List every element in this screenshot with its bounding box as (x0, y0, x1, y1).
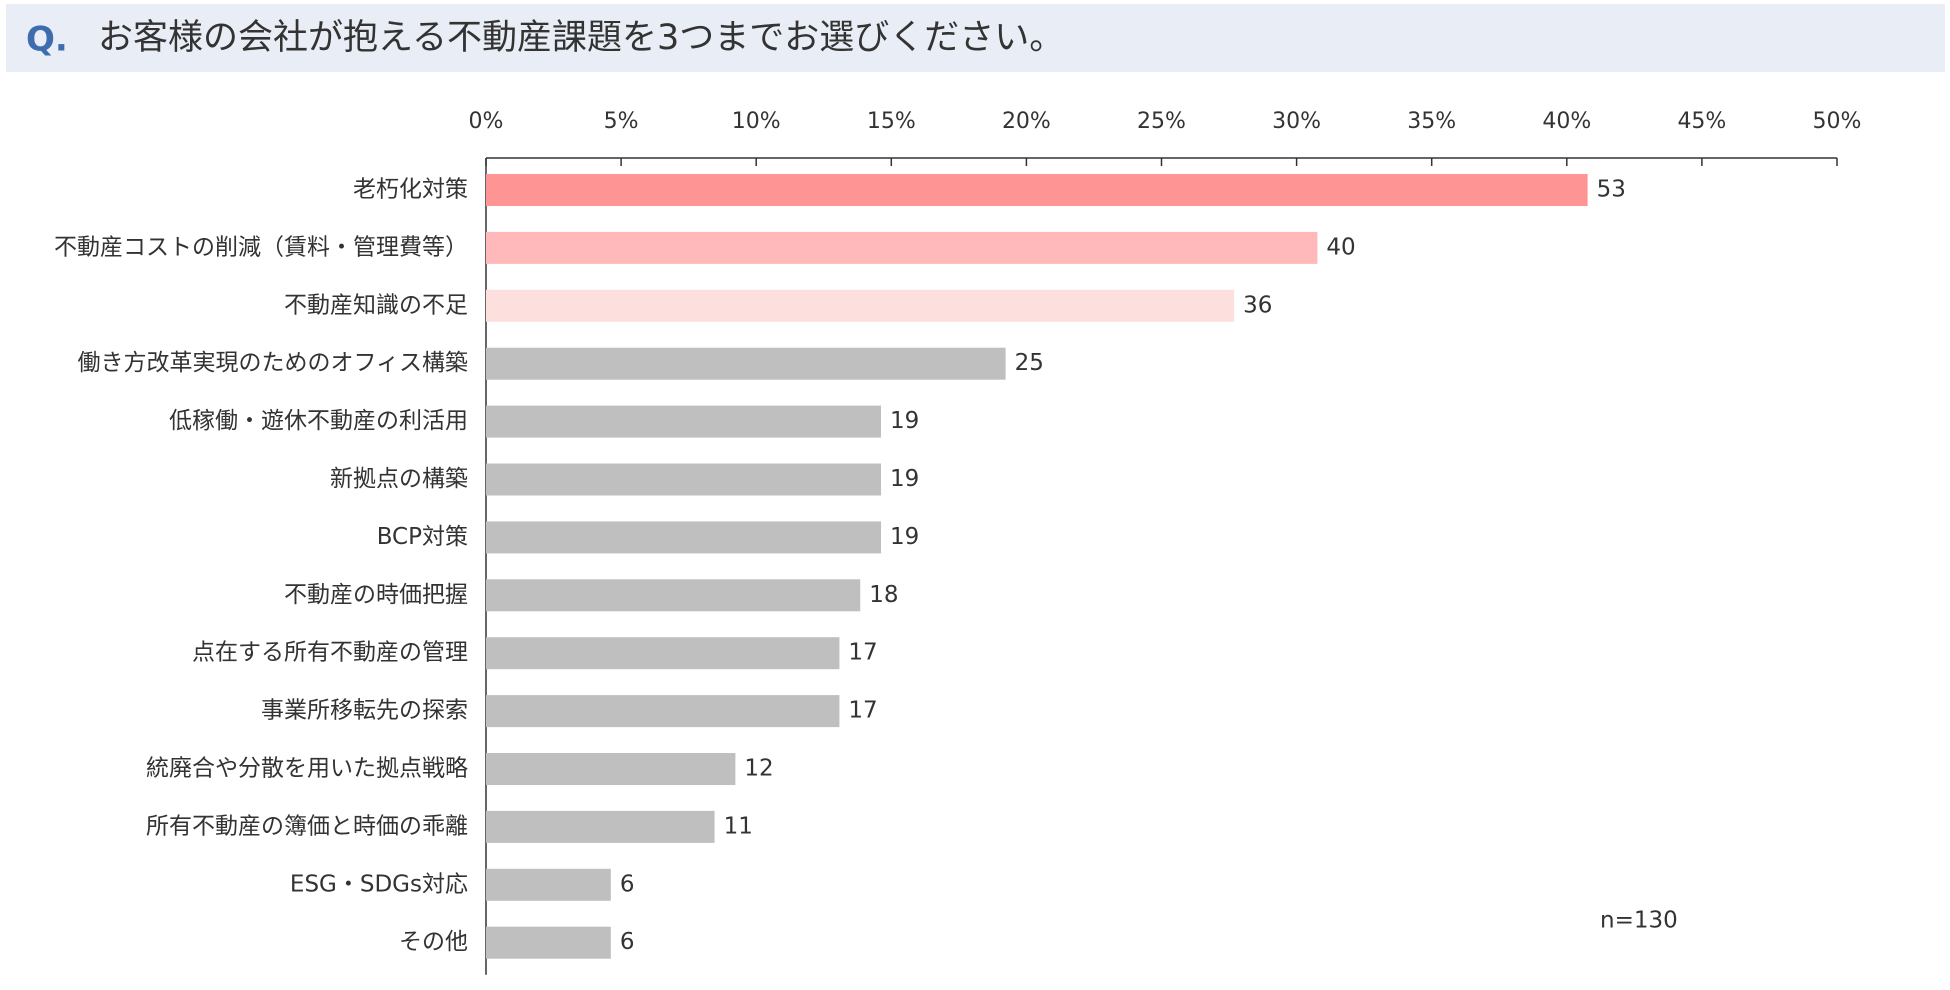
category-label: 所有不動産の簿価と時価の乖離 (146, 813, 468, 839)
category-label: 新拠点の構築 (330, 466, 468, 492)
bar (486, 637, 840, 670)
value-label: 12 (744, 756, 773, 782)
category-label: 低稼働・遊休不動産の利活用 (169, 408, 468, 434)
x-tick-label: 10% (732, 109, 781, 134)
category-label: 事業所移転先の探索 (261, 698, 468, 724)
x-tick-label: 20% (1002, 109, 1051, 134)
bar (486, 463, 882, 496)
value-label: 25 (1015, 350, 1044, 376)
category-label: 不動産の時価把握 (284, 582, 468, 608)
value-label: 17 (848, 698, 877, 724)
bar (486, 579, 861, 612)
x-tick-label: 5% (604, 109, 639, 134)
x-tick-label: 15% (867, 109, 916, 134)
bar (486, 174, 1588, 206)
question-marker: Q. (26, 20, 68, 60)
annotation: n=130 (1600, 908, 1678, 934)
bar (486, 231, 1318, 264)
value-label: 40 (1326, 234, 1355, 260)
bar (486, 347, 1006, 380)
value-label: 19 (890, 524, 919, 550)
category-label: 統廃合や分散を用いた拠点戦略 (146, 756, 468, 782)
value-label: 18 (869, 582, 898, 608)
value-label: 17 (848, 640, 877, 666)
question-text: お客様の会社が抱える不動産課題を3つまでお選びください。 (98, 18, 1064, 58)
value-label: 36 (1243, 292, 1272, 318)
value-label: 19 (890, 466, 919, 492)
header-band (6, 4, 1945, 72)
bar (486, 695, 840, 728)
category-label: 点在する所有不動産の管理 (192, 640, 468, 666)
bar (486, 289, 1235, 322)
x-tick-label: 0% (469, 109, 504, 134)
category-label: ESG・SDGs対応 (290, 871, 468, 897)
x-tick-label: 30% (1272, 109, 1321, 134)
x-tick-label: 40% (1542, 109, 1591, 134)
category-label: その他 (399, 929, 468, 955)
bar (486, 926, 611, 959)
value-label: 19 (890, 408, 919, 434)
x-tick-label: 35% (1407, 109, 1456, 134)
value-label: 6 (620, 929, 635, 955)
x-tick-label: 45% (1677, 109, 1726, 134)
bar (486, 810, 715, 843)
bar (486, 868, 611, 901)
bar (486, 405, 882, 438)
bar (486, 521, 882, 554)
category-label: 老朽化対策 (353, 177, 468, 203)
value-label: 6 (620, 871, 635, 897)
value-label: 53 (1597, 177, 1626, 203)
category-label: 不動産知識の不足 (284, 292, 468, 318)
x-tick-label: 25% (1137, 109, 1186, 134)
category-label: BCP対策 (377, 524, 468, 550)
x-tick-label: 50% (1813, 109, 1862, 134)
category-label: 不動産コストの削減（賃料・管理費等） (54, 234, 468, 260)
bar (486, 753, 736, 785)
category-label: 働き方改革実現のためのオフィス構築 (77, 350, 468, 376)
value-label: 11 (724, 813, 753, 839)
